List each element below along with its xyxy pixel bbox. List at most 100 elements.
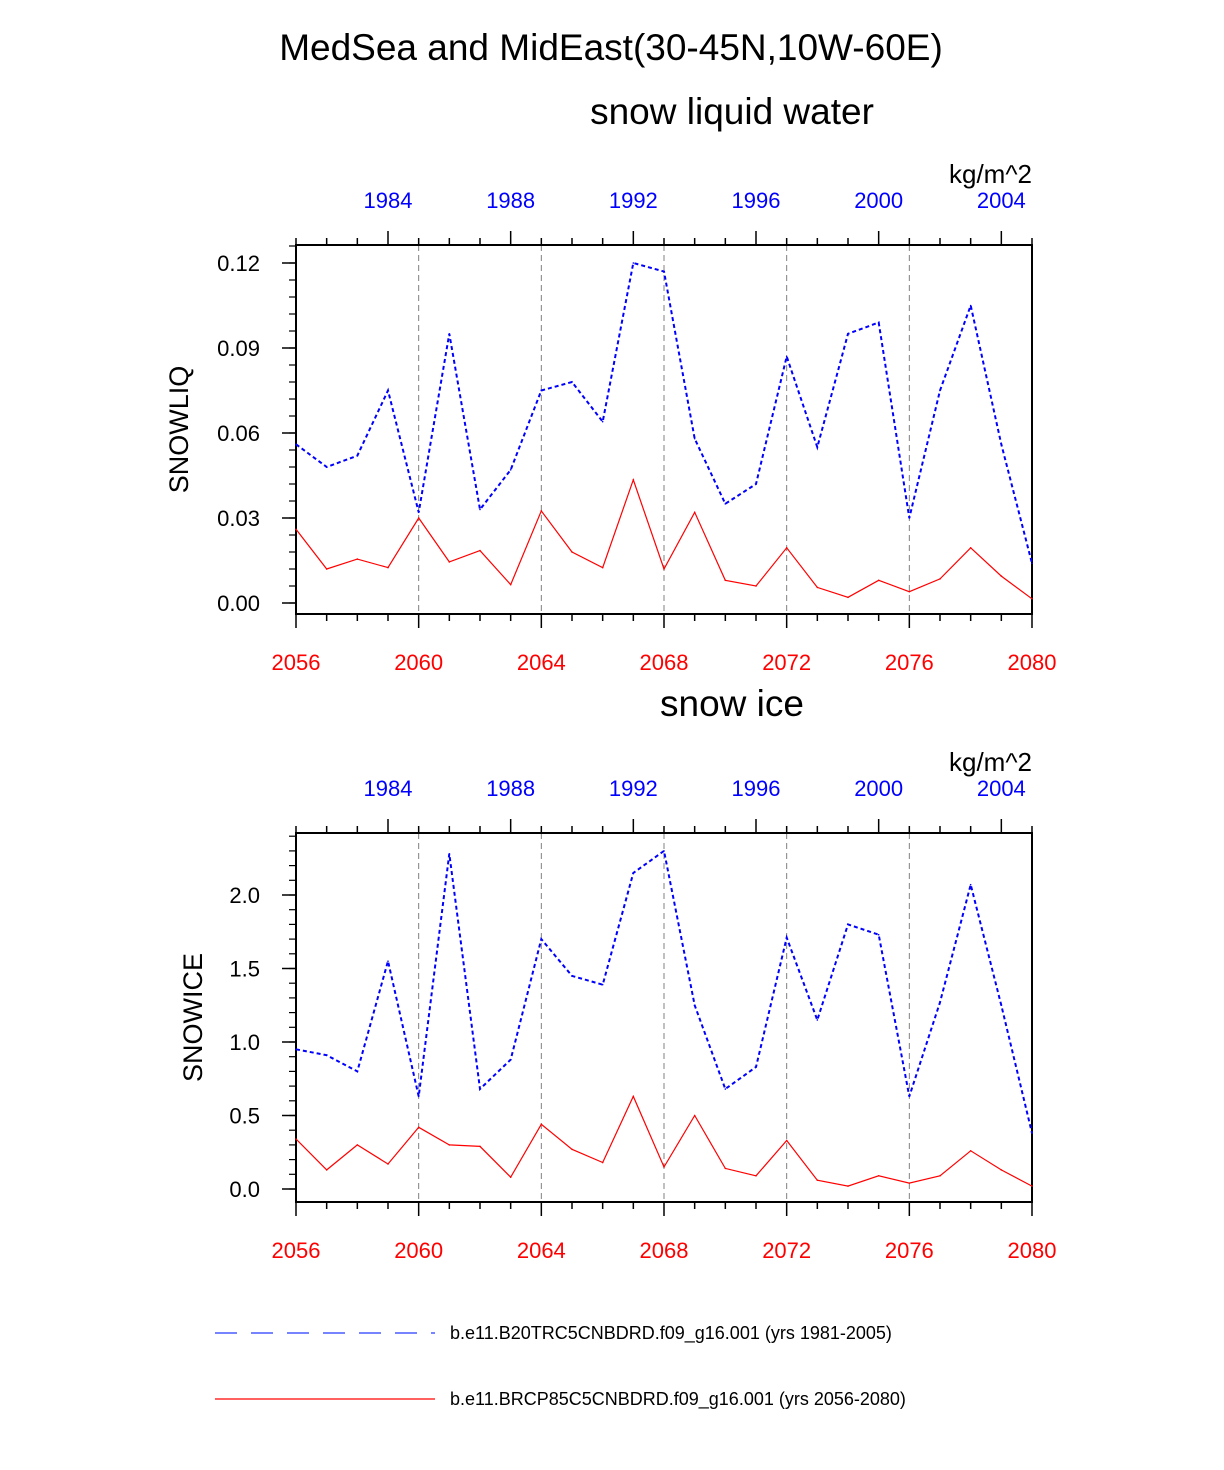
y-axis-label: SNOWICE bbox=[178, 953, 208, 1082]
x-tick-label-bottom: 2076 bbox=[885, 650, 934, 675]
data-point-historical bbox=[908, 517, 911, 519]
data-point-future bbox=[939, 578, 941, 580]
data-point-future bbox=[816, 1179, 819, 1181]
x-tick-label-top: 1992 bbox=[609, 188, 658, 213]
data-point-future bbox=[908, 1182, 911, 1184]
data-point-future bbox=[939, 1174, 941, 1177]
data-point-historical bbox=[663, 850, 665, 852]
data-point-historical bbox=[663, 270, 665, 273]
data-point-historical bbox=[448, 853, 451, 855]
data-point-historical bbox=[755, 483, 757, 485]
data-point-historical bbox=[387, 389, 389, 392]
x-tick-label-bottom: 2056 bbox=[272, 1238, 321, 1263]
data-point-future bbox=[1000, 1169, 1003, 1171]
x-tick-label-top: 1992 bbox=[609, 776, 658, 801]
data-point-historical bbox=[816, 1019, 819, 1021]
data-point-historical bbox=[295, 1048, 297, 1051]
data-point-future bbox=[387, 566, 389, 569]
data-point-future bbox=[325, 1169, 328, 1171]
series-line-future bbox=[295, 1094, 1033, 1187]
data-point-historical bbox=[1031, 562, 1033, 565]
y-axis-label: SNOWLIQ bbox=[164, 366, 194, 494]
data-point-future bbox=[448, 561, 451, 563]
data-point-future bbox=[877, 1174, 880, 1177]
x-tick-label-bottom: 2064 bbox=[517, 1238, 566, 1263]
data-point-future bbox=[693, 511, 696, 514]
y-tick-label: 0.03 bbox=[217, 506, 260, 531]
data-point-future bbox=[1031, 597, 1033, 600]
y-tick-label: 1.5 bbox=[229, 957, 260, 982]
data-point-historical bbox=[509, 469, 512, 471]
data-point-future bbox=[724, 579, 727, 582]
x-tick-label-bottom: 2080 bbox=[1008, 1238, 1057, 1263]
data-point-future bbox=[448, 1144, 451, 1146]
x-tick-label-top: 1984 bbox=[364, 776, 413, 801]
data-point-future bbox=[417, 517, 420, 519]
legend: b.e11.B20TRC5CNBDRD.f09_g16.001 (yrs 198… bbox=[215, 1323, 906, 1410]
data-point-future bbox=[785, 1139, 788, 1142]
y-tick-label: 0.00 bbox=[217, 591, 260, 616]
data-point-historical bbox=[969, 883, 972, 886]
data-point-historical bbox=[785, 355, 788, 358]
data-point-future bbox=[755, 1174, 757, 1177]
data-point-future bbox=[540, 1123, 543, 1126]
data-point-historical bbox=[877, 933, 880, 936]
data-point-future bbox=[571, 551, 573, 553]
data-point-historical bbox=[877, 321, 880, 324]
data-point-future bbox=[785, 546, 788, 549]
data-point-historical bbox=[1000, 443, 1003, 446]
x-tick-label-bottom: 2076 bbox=[885, 1238, 934, 1263]
data-point-historical bbox=[816, 446, 819, 448]
legend-label-future: b.e11.BRCP85C5CNBDRD.f09_g16.001 (yrs 20… bbox=[450, 1389, 906, 1410]
x-tick-label-bottom: 2068 bbox=[640, 1238, 689, 1263]
data-point-historical bbox=[356, 454, 359, 457]
data-point-historical bbox=[417, 1095, 420, 1098]
x-tick-label-top: 1996 bbox=[732, 776, 781, 801]
data-point-historical bbox=[693, 437, 696, 440]
data-point-historical bbox=[939, 389, 941, 392]
y-tick-label: 0.5 bbox=[229, 1104, 260, 1129]
x-tick-label-bottom: 2072 bbox=[762, 650, 811, 675]
data-point-historical bbox=[479, 508, 481, 511]
data-point-future bbox=[417, 1126, 420, 1129]
data-point-future bbox=[1031, 1185, 1033, 1187]
data-point-future bbox=[509, 583, 512, 586]
units-label: kg/m^2 bbox=[949, 747, 1032, 777]
snowliq-panel: snow liquid water 2056 2060 2064 2068 2072 207… bbox=[164, 91, 1056, 675]
y-tick-label: 1.0 bbox=[229, 1030, 260, 1055]
data-point-historical bbox=[693, 1004, 696, 1007]
data-point-historical bbox=[601, 420, 604, 423]
data-point-historical bbox=[847, 923, 849, 926]
data-point-historical bbox=[509, 1058, 512, 1061]
y-tick-label: 0.06 bbox=[217, 421, 260, 446]
data-point-historical bbox=[540, 389, 543, 392]
data-point-historical bbox=[847, 333, 849, 335]
x-tick-label-top: 2004 bbox=[977, 776, 1026, 801]
x-tick-label-bottom: 2056 bbox=[272, 650, 321, 675]
x-tick-label-top: 2000 bbox=[854, 776, 903, 801]
data-point-future bbox=[632, 1095, 635, 1098]
data-point-future bbox=[847, 1185, 849, 1187]
data-point-future bbox=[663, 1166, 665, 1168]
x-tick-label-bottom: 2068 bbox=[640, 650, 689, 675]
data-point-future bbox=[601, 566, 604, 569]
data-point-historical bbox=[724, 503, 727, 505]
data-point-historical bbox=[785, 936, 788, 939]
x-tick-label-top: 1996 bbox=[732, 188, 781, 213]
x-tick-label-bottom: 2072 bbox=[762, 1238, 811, 1263]
data-point-historical bbox=[632, 872, 635, 874]
data-point-future bbox=[356, 1144, 359, 1146]
data-point-future bbox=[509, 1176, 512, 1179]
data-point-historical bbox=[632, 262, 635, 264]
legend-label-historical: b.e11.B20TRC5CNBDRD.f09_g16.001 (yrs 198… bbox=[450, 1323, 892, 1344]
panel-title: snow liquid water bbox=[590, 91, 874, 132]
data-point-historical bbox=[908, 1095, 911, 1098]
data-point-historical bbox=[295, 443, 297, 446]
data-point-future bbox=[969, 546, 972, 549]
data-point-historical bbox=[325, 1054, 328, 1057]
x-tick-label-top: 1988 bbox=[486, 188, 535, 213]
data-point-future bbox=[295, 1138, 297, 1140]
data-point-future bbox=[1000, 575, 1003, 577]
data-point-historical bbox=[939, 1001, 941, 1004]
